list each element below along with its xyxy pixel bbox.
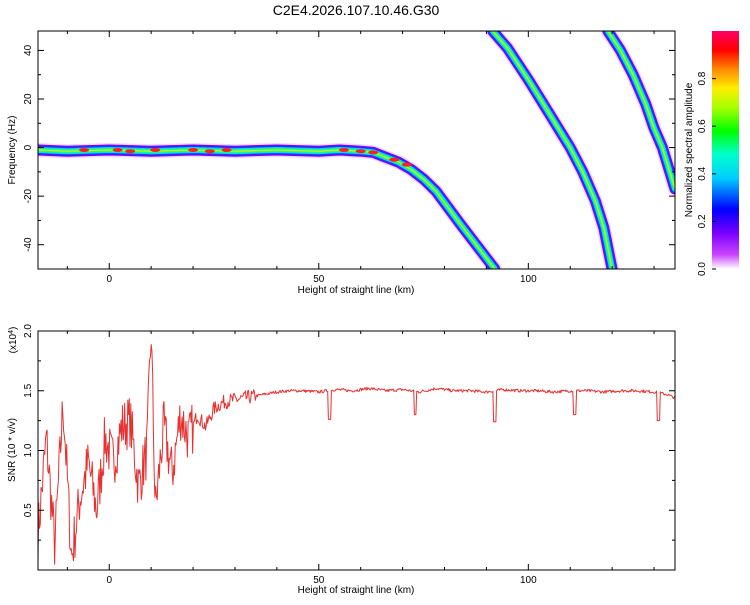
snr-y-tick-label: 0.5	[23, 503, 34, 517]
snr-frame	[37, 330, 676, 571]
spectrogram-band-6	[38, 149, 496, 269]
spectrogram-trace-3	[600, 31, 675, 196]
spectrogram-hot-spot	[112, 148, 123, 152]
spectrogram-hot-spot	[389, 157, 400, 162]
spectrogram-y-label: Frequency (Hz)	[7, 116, 18, 185]
spectrogram-frame	[37, 30, 676, 270]
snr-x-tick-label: 100	[520, 575, 537, 586]
spectrogram-traces	[38, 31, 675, 269]
snr-multiplier-exponent: 4	[8, 330, 15, 334]
spectrogram-band-6	[607, 31, 675, 190]
spectrogram-trace-2	[485, 31, 620, 269]
spectrogram-panel: 0 50 100 -40 -20 0 20 40 Height of straight lin…	[7, 30, 676, 296]
snr-axes: 0 50 100 0.5 1.0 1.5 2.0	[23, 324, 675, 586]
spectrogram-hot-spot	[355, 149, 366, 154]
spectrogram-hot-spot	[221, 148, 232, 152]
spectrogram-band-5	[490, 31, 614, 269]
colorbar-tick-label: 0.8	[697, 71, 708, 85]
spectrogram-band-3	[488, 31, 617, 269]
spectrogram-band-6	[492, 31, 613, 269]
spectrogram-band-2	[487, 31, 618, 269]
spectrogram-hot-spot	[125, 149, 136, 154]
spectrogram-hot-spot	[188, 148, 199, 152]
spectrogram-x-tick-label: 0	[106, 274, 112, 285]
snr-panel: 0 50 100 0.5 1.0 1.5 2.0 Height of straight li…	[7, 324, 676, 596]
spectrogram-hot-spot	[204, 149, 215, 154]
snr-series-line-1	[38, 344, 675, 565]
snr-y-multiplier: (x104)	[8, 327, 20, 354]
spectrogram-hot-spot	[368, 150, 379, 155]
spectrogram-axes: 0 50 100 -40 -20 0 20 40	[23, 31, 675, 285]
colorbar-tick-label: 0.6	[697, 119, 708, 133]
spectrogram-x-label: Height of straight line (km)	[298, 285, 415, 296]
spectrogram-band-2	[38, 144, 501, 269]
spectrogram-hot-spot	[79, 148, 90, 152]
spectrogram-hot-spot	[150, 148, 161, 152]
colorbar-label: Normalized spectral amplitude	[684, 82, 695, 217]
spectrogram-hot-spot	[338, 148, 349, 152]
snr-x-tick-label: 0	[106, 575, 112, 586]
colorbar-tick-label: 0.4	[697, 166, 708, 180]
spectrogram-trace-1	[38, 143, 502, 269]
snr-traces	[38, 344, 675, 565]
spectrogram-y-tick-label: 20	[23, 93, 34, 105]
spectrogram-band-4	[38, 147, 498, 269]
colorbar-gradient	[712, 31, 739, 269]
snr-multiplier-suffix: )	[8, 327, 19, 330]
spectrogram-band-4	[489, 31, 616, 269]
snr-multiplier-prefix: (x10	[8, 333, 19, 353]
spectrogram-y-tick-label: 0	[23, 144, 34, 150]
snr-y-tick-label: 2.0	[23, 324, 34, 338]
snr-y-tick-label: 1.0	[23, 443, 34, 457]
snr-y-tick-label: 1.5	[23, 383, 34, 397]
colorbar-ticks: 0.0 0.2 0.4 0.6 0.8	[697, 71, 716, 276]
snr-x-tick-label: 50	[313, 575, 325, 586]
spectrogram-band-3	[38, 146, 499, 269]
spectrogram-band-1	[38, 143, 502, 269]
spectrogram-hot-spot	[401, 162, 412, 167]
colorbar: 0.0 0.2 0.4 0.6 0.8 Normalized spectral ampl…	[684, 31, 739, 276]
snr-x-label: Height of straight line (km)	[298, 585, 415, 596]
spectrogram-y-tick-label: 40	[23, 44, 34, 56]
spectrogram-x-tick-label: 50	[313, 274, 325, 285]
figure-title: C2E4.2026.107.10.46.G30	[273, 2, 440, 18]
spectrogram-y-tick-label: -20	[23, 188, 34, 203]
colorbar-tick-label: 0.2	[697, 214, 708, 228]
colorbar-tick-label: 0.0	[697, 262, 708, 276]
spectrogram-band-5	[38, 148, 497, 269]
spectrogram-x-tick-label: 100	[520, 274, 537, 285]
spectrogram-y-tick-label: -40	[23, 237, 34, 252]
snr-y-label: SNR (10 * v/v)	[7, 418, 18, 482]
spectrogram-band-1	[485, 31, 620, 269]
